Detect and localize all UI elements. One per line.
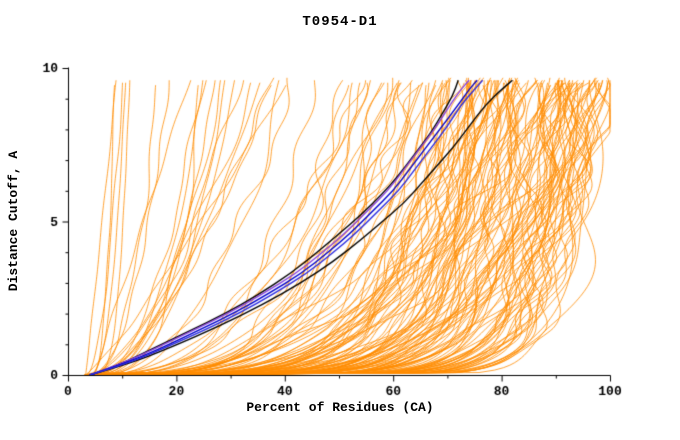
chart-title: T0954-D1 bbox=[302, 14, 378, 30]
x-axis-label: Percent of Residues (CA) bbox=[246, 400, 434, 415]
y-axis-label: Distance Cutoff, A bbox=[6, 150, 21, 292]
